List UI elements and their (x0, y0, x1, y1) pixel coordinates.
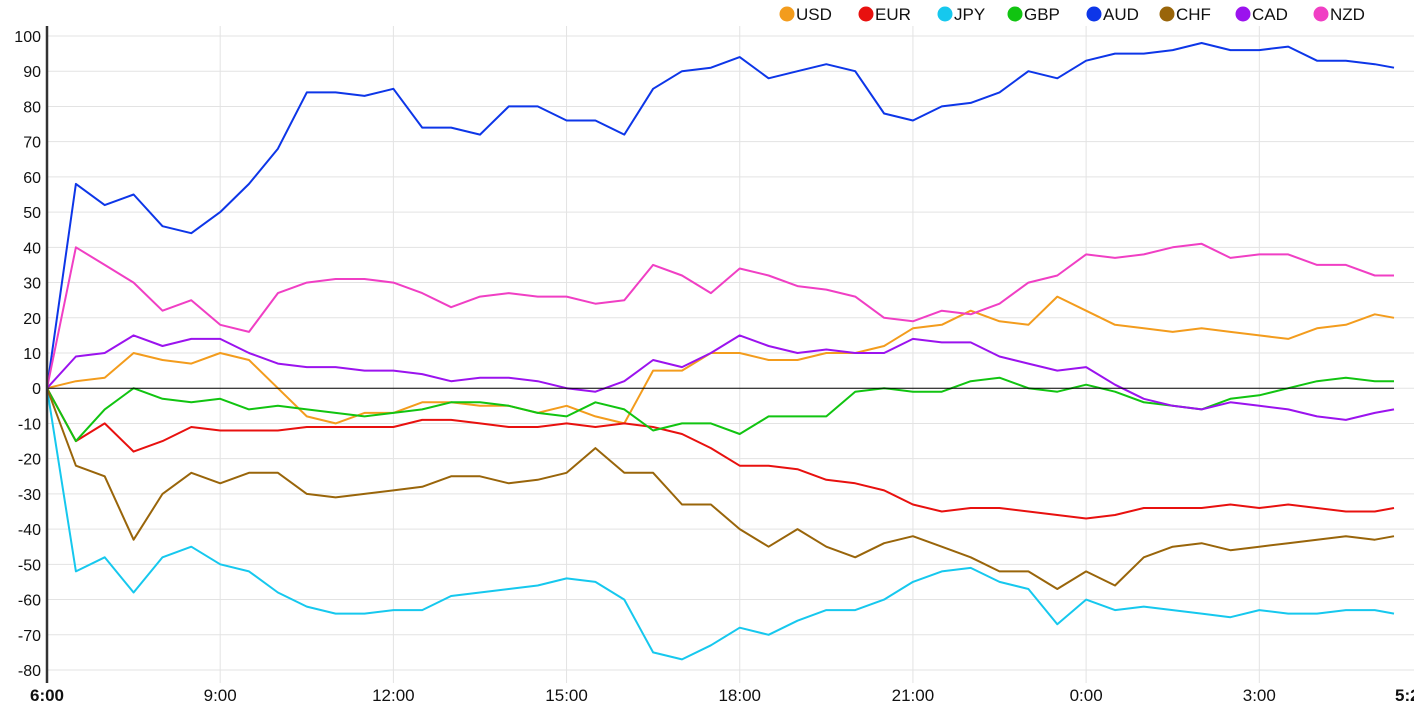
legend-item-nzd[interactable]: NZD (1313, 5, 1365, 24)
legend-item-cad[interactable]: CAD (1235, 5, 1288, 24)
legend-swatch (1235, 6, 1251, 22)
series-line-nzd (46, 242, 1394, 389)
y-tick-label: 60 (23, 170, 41, 187)
y-tick-label: -50 (18, 557, 41, 574)
y-tick-label: 30 (23, 276, 41, 293)
legend-label: USD (796, 5, 832, 24)
y-tick-label: 100 (14, 29, 41, 46)
series-line-cad (46, 334, 1395, 421)
legend-label: NZD (1330, 5, 1365, 24)
legend-swatch (1313, 6, 1329, 22)
legend-label: EUR (875, 5, 911, 24)
x-tick-label: 21:00 (892, 686, 935, 705)
x-tick-label: 6:00 (30, 686, 64, 705)
legend-item-jpy[interactable]: JPY (937, 5, 986, 24)
y-axis-ticks: 1009080706050403020100-10-20-30-40-50-60… (14, 29, 41, 680)
legend: USD EUR JPY GBP AUD CHF CAD NZD (779, 5, 1365, 24)
x-tick-label: 15:00 (545, 686, 588, 705)
y-tick-label: 90 (23, 64, 41, 81)
y-tick-label: -80 (18, 663, 41, 680)
y-tick-label: 80 (23, 99, 41, 116)
legend-item-eur[interactable]: EUR (858, 5, 911, 24)
legend-swatch (1159, 6, 1175, 22)
legend-item-usd[interactable]: USD (779, 5, 832, 24)
x-tick-label: 3:00 (1243, 686, 1276, 705)
legend-label: CHF (1176, 5, 1211, 24)
legend-label: JPY (954, 5, 985, 24)
legend-label: GBP (1024, 5, 1060, 24)
y-tick-label: -30 (18, 487, 41, 504)
y-tick-label: 0 (32, 381, 41, 398)
legend-swatch (779, 6, 795, 22)
series-line-usd (46, 295, 1395, 425)
series-line-aud (46, 42, 1395, 389)
series-lines (46, 42, 1395, 661)
legend-item-gbp[interactable]: GBP (1007, 5, 1060, 24)
x-tick-label: 12:00 (372, 686, 415, 705)
legend-swatch (1086, 6, 1102, 22)
y-tick-label: -10 (18, 416, 41, 433)
series-line-gbp (46, 376, 1394, 443)
series-line-jpy (46, 388, 1395, 661)
y-tick-label: -70 (18, 628, 41, 645)
x-tick-label: 9:00 (204, 686, 237, 705)
y-tick-label: 50 (23, 205, 41, 222)
legend-swatch (1007, 6, 1023, 22)
x-axis-ticks: 6:00 9:00 12:00 15:00 18:00 21:00 0:00 3:00 5:20 (30, 686, 1414, 705)
y-tick-label: 70 (23, 135, 41, 152)
series-line-eur (46, 387, 1395, 520)
x-tick-label: 0:00 (1070, 686, 1103, 705)
legend-swatch (858, 6, 874, 22)
y-tick-label: 20 (23, 311, 41, 328)
legend-item-chf[interactable]: CHF (1159, 5, 1211, 24)
legend-label: AUD (1103, 5, 1139, 24)
y-tick-label: 10 (23, 346, 41, 363)
y-tick-label: -20 (18, 452, 41, 469)
y-tick-label: -60 (18, 593, 41, 610)
x-tick-label: 5:20 (1395, 686, 1414, 705)
legend-swatch (937, 6, 953, 22)
series-line-chf (46, 387, 1395, 590)
legend-item-aud[interactable]: AUD (1086, 5, 1139, 24)
x-tick-label: 18:00 (718, 686, 761, 705)
y-tick-label: -40 (18, 522, 41, 539)
legend-label: CAD (1252, 5, 1288, 24)
y-tick-label: 40 (23, 240, 41, 257)
